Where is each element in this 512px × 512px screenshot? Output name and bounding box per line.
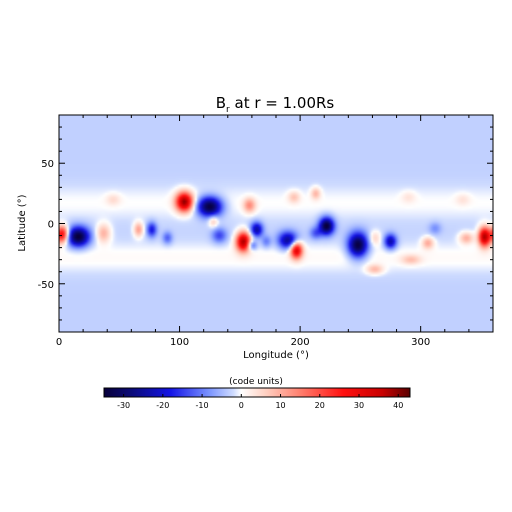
- colorbar-tick-label: 0: [239, 401, 244, 410]
- chart-title-subscript: r: [226, 105, 230, 115]
- y-tick-label: -50: [38, 280, 54, 291]
- x-tick-label: 200: [291, 337, 310, 348]
- x-tick-label: 0: [56, 337, 62, 348]
- y-tick-label: 50: [41, 159, 54, 170]
- chart-title: Br at r = 1.00Rs: [216, 94, 335, 115]
- x-tick-label: 100: [170, 337, 189, 348]
- colorbar-tick-label: 20: [315, 401, 325, 410]
- heatmap-field: [59, 115, 493, 332]
- chart-title-rest: at r = 1.00Rs: [230, 94, 335, 112]
- colorbar: [103, 387, 411, 398]
- chart-title-symbol: B: [216, 94, 226, 112]
- y-tick-label: 0: [48, 220, 54, 231]
- x-axis-label: Longitude (°): [243, 350, 309, 361]
- axis-ticks: 0 100 200 300 -50 0 50: [38, 114, 494, 348]
- colorbar-tick-label: 40: [393, 401, 403, 410]
- colorbar-tick-label: -30: [117, 401, 130, 410]
- y-axis-label: Latitude (°): [17, 194, 28, 251]
- colorbar-tick-label: 10: [275, 401, 285, 410]
- x-tick-label: 300: [411, 337, 430, 348]
- colorbar-tick-label: -20: [156, 401, 169, 410]
- colorbar-tick-label: -10: [196, 401, 209, 410]
- colorbar-ticks: -30 -20 -10 0 10 20 30 40: [117, 394, 403, 410]
- colorbar-tick-label: 30: [354, 401, 364, 410]
- colorbar-label: (code units): [229, 377, 283, 387]
